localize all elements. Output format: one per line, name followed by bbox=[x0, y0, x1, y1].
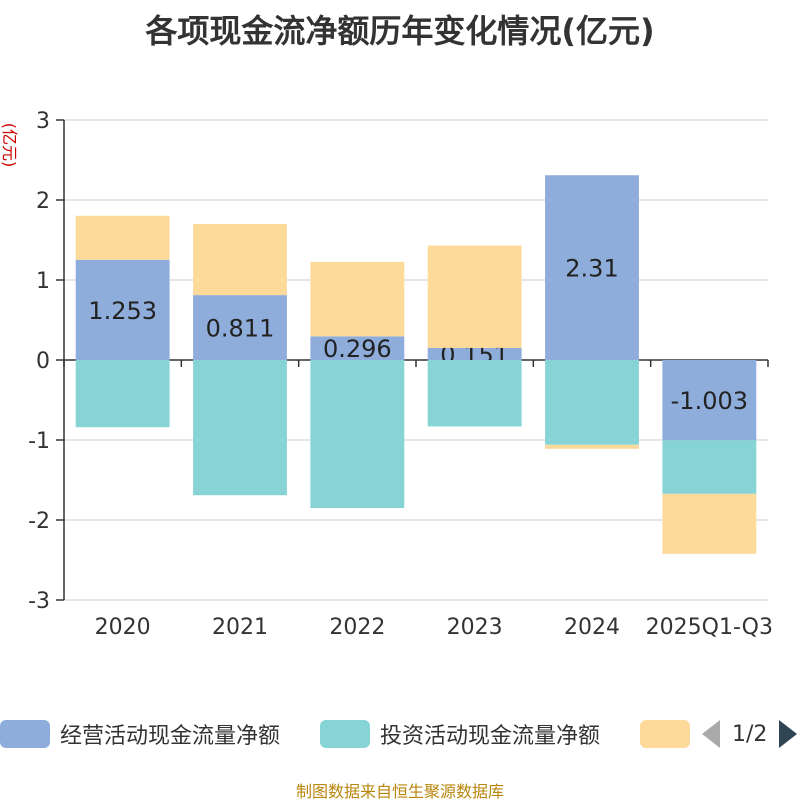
bar-operating-2020 bbox=[75, 259, 170, 360]
legend-item-operating[interactable]: 经营活动现金流量净额 bbox=[0, 718, 280, 750]
bar-financing-2023 bbox=[427, 245, 522, 348]
y-axis-unit-label: (亿元) bbox=[0, 123, 19, 168]
pager-prev-icon[interactable] bbox=[702, 720, 720, 748]
y-tick-label: 0 bbox=[36, 349, 50, 374]
source-footer: 制图数据来自恒生聚源数据库 bbox=[295, 782, 504, 801]
bar-investing-2025Q1-Q3 bbox=[662, 440, 757, 494]
y-tick-label: 3 bbox=[36, 109, 50, 134]
bar-investing-2021 bbox=[193, 360, 287, 496]
data-label-operating-2020: 1.253 bbox=[88, 297, 157, 325]
pager-text: 1/2 bbox=[732, 721, 768, 747]
y-tick-label: -1 bbox=[28, 429, 50, 454]
y-tick-label: -2 bbox=[28, 509, 50, 534]
bar-operating-2024 bbox=[545, 175, 639, 360]
bar-investing-2022 bbox=[310, 360, 405, 508]
bar-financing-2022 bbox=[310, 261, 405, 337]
bar-financing-2025Q1-Q3 bbox=[662, 493, 757, 554]
legend-item-financing[interactable] bbox=[640, 718, 690, 750]
bar-investing-2024 bbox=[545, 360, 639, 445]
legend-label-investing: 投资活动现金流量净额 bbox=[380, 724, 601, 749]
legend: 经营活动现金流量净额 投资活动现金流量净额 1/2 bbox=[0, 714, 800, 754]
legend-item-investing[interactable]: 投资活动现金流量净额 bbox=[320, 718, 600, 750]
bar-operating-2022 bbox=[310, 336, 405, 360]
bar-financing-2024 bbox=[545, 444, 639, 449]
data-label-operating-2022: 0.296 bbox=[323, 335, 392, 363]
bar-operating-2021 bbox=[193, 295, 287, 360]
x-tick-label: 2023 bbox=[447, 615, 503, 640]
bar-investing-2020 bbox=[75, 360, 170, 428]
legend-swatch-investing bbox=[320, 720, 370, 748]
bar-financing-2021 bbox=[193, 223, 287, 296]
x-tick-label: 2020 bbox=[95, 615, 151, 640]
chart-title: 各项现金流净额历年变化情况(亿元) bbox=[145, 12, 655, 50]
legend-swatch-financing bbox=[640, 720, 690, 748]
data-label-operating-2025Q1-Q3: -1.003 bbox=[671, 387, 748, 415]
y-tick-label: 1 bbox=[36, 269, 50, 294]
x-tick-label: 2022 bbox=[329, 615, 385, 640]
pager-next-icon[interactable] bbox=[779, 720, 798, 748]
legend-swatch-operating bbox=[0, 720, 50, 748]
y-tick-label: 2 bbox=[36, 189, 50, 214]
x-tick-label: 2021 bbox=[212, 615, 268, 640]
x-tick-label: 2024 bbox=[564, 615, 620, 640]
legend-label-operating: 经营活动现金流量净额 bbox=[60, 724, 281, 749]
bar-investing-2023 bbox=[427, 360, 522, 427]
data-label-operating-2024: 2.31 bbox=[565, 255, 618, 283]
legend-pager: 1/2 bbox=[702, 718, 798, 750]
data-label-operating-2021: 0.811 bbox=[206, 315, 275, 343]
bar-operating-2025Q1-Q3 bbox=[662, 360, 757, 441]
x-tick-label: 2025Q1-Q3 bbox=[646, 615, 773, 640]
y-tick-label: -3 bbox=[28, 589, 50, 614]
bar-operating-2023 bbox=[427, 347, 522, 360]
bar-financing-2020 bbox=[75, 215, 170, 260]
chart-area: 3 2 1 0 -1 -2 -3 (亿元) 1.253 2020 0.811 2021 0.296 202… bbox=[0, 109, 773, 640]
